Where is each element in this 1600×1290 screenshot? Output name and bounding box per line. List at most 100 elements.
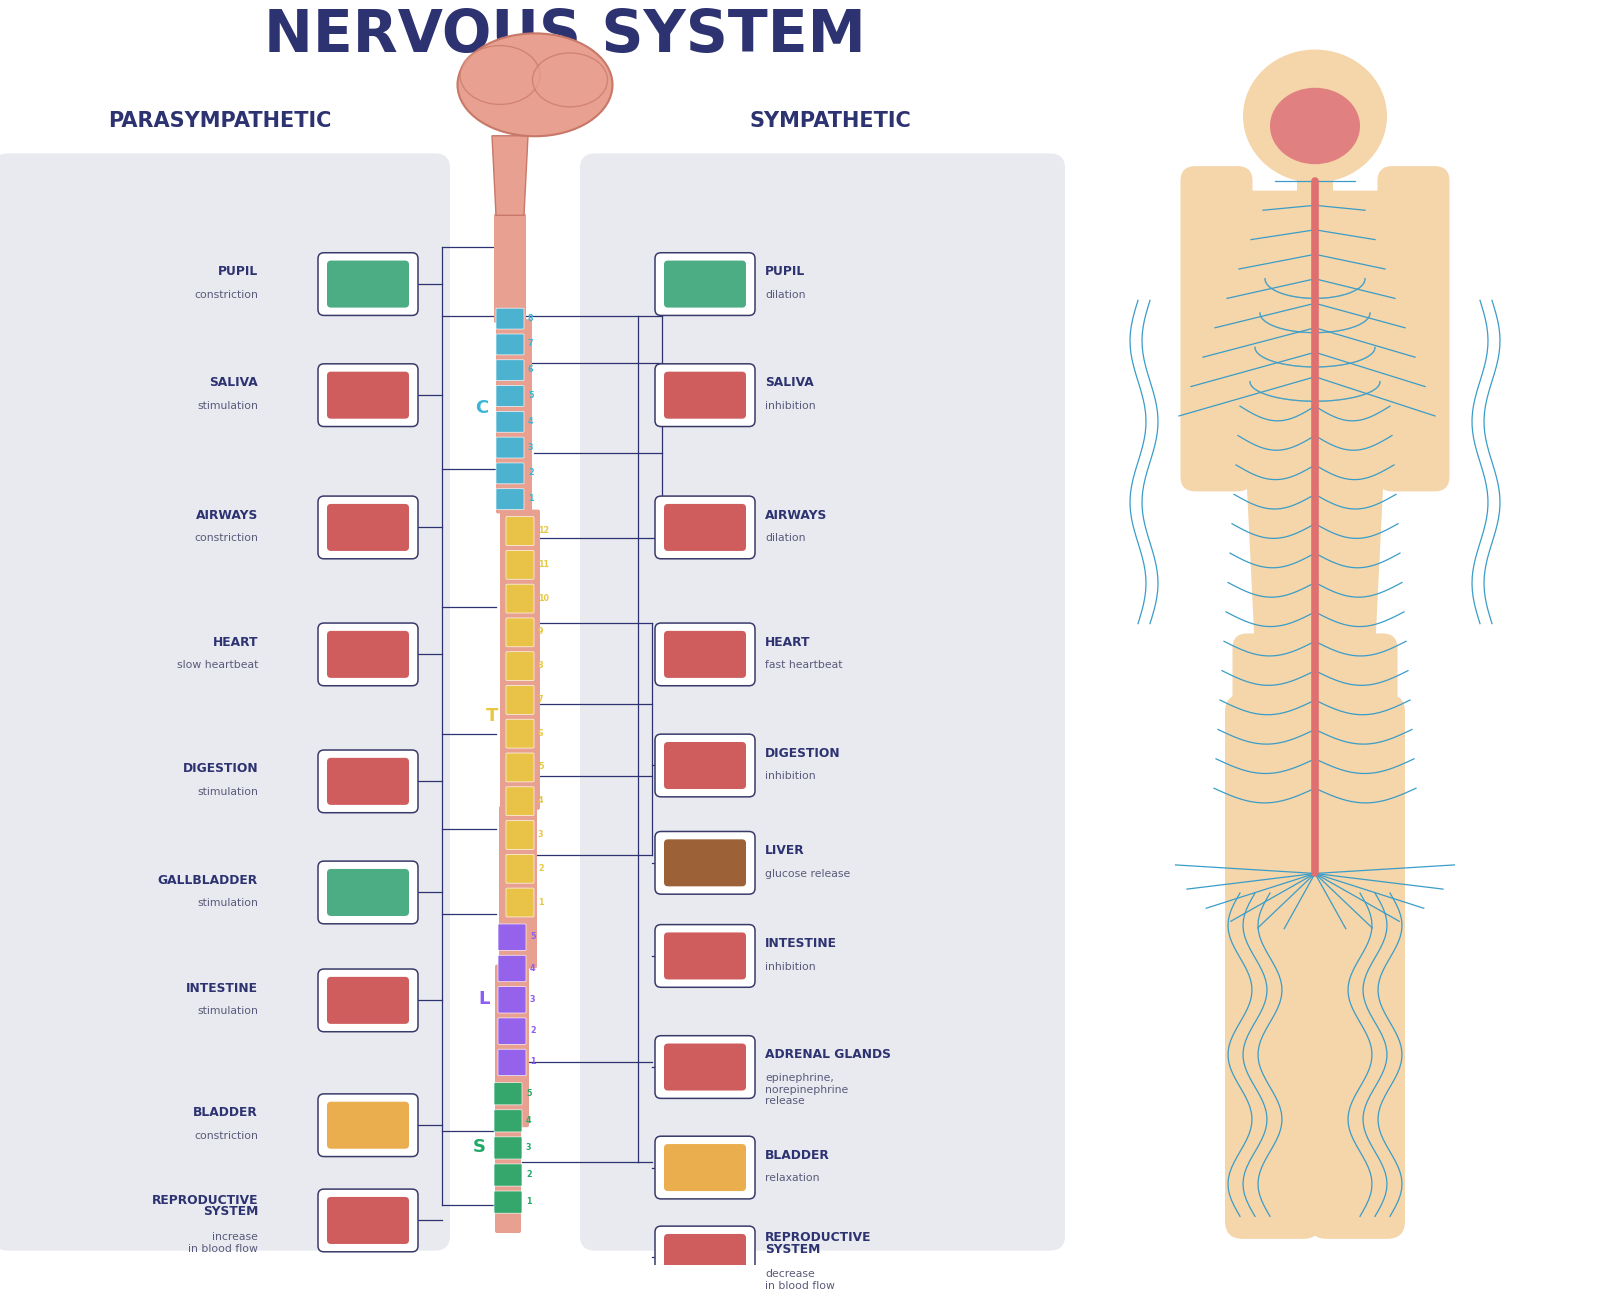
FancyBboxPatch shape <box>496 386 525 406</box>
FancyBboxPatch shape <box>494 1164 522 1186</box>
Text: inhibition: inhibition <box>765 771 816 782</box>
FancyBboxPatch shape <box>1378 166 1450 491</box>
Text: 2: 2 <box>530 1026 536 1035</box>
Text: 6: 6 <box>538 729 544 738</box>
Text: 5: 5 <box>538 762 544 771</box>
FancyBboxPatch shape <box>664 1235 746 1281</box>
Polygon shape <box>493 135 528 215</box>
FancyBboxPatch shape <box>654 253 755 316</box>
Text: SALIVA: SALIVA <box>765 377 814 390</box>
FancyBboxPatch shape <box>654 497 755 559</box>
FancyBboxPatch shape <box>506 584 534 613</box>
Text: 5: 5 <box>526 1089 531 1098</box>
Ellipse shape <box>461 45 541 104</box>
FancyBboxPatch shape <box>506 618 534 646</box>
Text: L: L <box>478 991 490 1009</box>
FancyBboxPatch shape <box>326 869 410 916</box>
Text: DIGESTION: DIGESTION <box>765 747 840 760</box>
Ellipse shape <box>533 53 608 107</box>
FancyBboxPatch shape <box>1232 633 1397 756</box>
Text: 4: 4 <box>528 417 533 426</box>
FancyBboxPatch shape <box>494 1109 522 1131</box>
Text: PARASYMPATHETIC: PARASYMPATHETIC <box>109 111 331 132</box>
Text: fast heartbeat: fast heartbeat <box>765 660 843 671</box>
FancyBboxPatch shape <box>654 734 755 797</box>
Text: DIGESTION: DIGESTION <box>182 762 258 775</box>
FancyBboxPatch shape <box>506 516 534 546</box>
FancyBboxPatch shape <box>664 631 746 679</box>
Text: REPRODUCTIVE: REPRODUCTIVE <box>152 1193 258 1206</box>
FancyBboxPatch shape <box>499 806 538 969</box>
Polygon shape <box>1232 191 1397 653</box>
Text: HEART: HEART <box>213 636 258 649</box>
Text: 11: 11 <box>538 560 549 569</box>
FancyBboxPatch shape <box>494 965 530 1127</box>
Text: NERVOUS SYSTEM: NERVOUS SYSTEM <box>264 8 866 64</box>
Text: 2: 2 <box>526 1170 531 1179</box>
Text: HEART: HEART <box>765 636 811 649</box>
Text: T: T <box>486 707 498 725</box>
Text: 4: 4 <box>538 796 544 805</box>
FancyBboxPatch shape <box>506 651 534 681</box>
FancyBboxPatch shape <box>326 261 410 307</box>
FancyBboxPatch shape <box>498 1049 526 1076</box>
FancyBboxPatch shape <box>664 261 746 307</box>
FancyBboxPatch shape <box>506 820 534 849</box>
FancyBboxPatch shape <box>654 364 755 427</box>
FancyBboxPatch shape <box>654 623 755 686</box>
Text: LIVER: LIVER <box>765 844 805 857</box>
Text: stimulation: stimulation <box>197 1006 258 1017</box>
FancyBboxPatch shape <box>318 1189 418 1251</box>
Text: AIRWAYS: AIRWAYS <box>765 508 827 521</box>
FancyBboxPatch shape <box>326 504 410 551</box>
FancyBboxPatch shape <box>506 753 534 782</box>
FancyBboxPatch shape <box>318 253 418 316</box>
Text: stimulation: stimulation <box>197 401 258 412</box>
Text: 10: 10 <box>538 593 549 602</box>
Text: BLADDER: BLADDER <box>194 1107 258 1120</box>
FancyBboxPatch shape <box>318 969 418 1032</box>
FancyBboxPatch shape <box>579 154 1066 1250</box>
Text: AIRWAYS: AIRWAYS <box>195 508 258 521</box>
Text: INTESTINE: INTESTINE <box>186 982 258 995</box>
FancyBboxPatch shape <box>664 1144 746 1191</box>
FancyBboxPatch shape <box>1309 694 1405 1238</box>
Text: constriction: constriction <box>194 533 258 543</box>
FancyBboxPatch shape <box>506 551 534 579</box>
Text: 3: 3 <box>530 995 536 1004</box>
Text: stimulation: stimulation <box>197 898 258 908</box>
Text: SYSTEM: SYSTEM <box>765 1242 821 1255</box>
FancyBboxPatch shape <box>318 862 418 924</box>
Text: 3: 3 <box>538 829 544 838</box>
FancyBboxPatch shape <box>1181 166 1253 491</box>
Ellipse shape <box>1243 49 1387 183</box>
FancyBboxPatch shape <box>654 1036 755 1098</box>
FancyBboxPatch shape <box>496 463 525 484</box>
FancyBboxPatch shape <box>318 497 418 559</box>
Text: 6: 6 <box>528 365 533 374</box>
Text: REPRODUCTIVE: REPRODUCTIVE <box>765 1231 872 1244</box>
FancyBboxPatch shape <box>326 757 410 805</box>
Text: 3: 3 <box>526 1143 531 1152</box>
Text: PUPIL: PUPIL <box>765 266 805 279</box>
Text: 7: 7 <box>538 695 544 704</box>
Text: SALIVA: SALIVA <box>210 377 258 390</box>
FancyBboxPatch shape <box>664 372 746 419</box>
Text: constriction: constriction <box>194 290 258 301</box>
FancyBboxPatch shape <box>654 832 755 894</box>
Text: 1: 1 <box>538 898 544 907</box>
Text: SYMPATHETIC: SYMPATHETIC <box>749 111 910 132</box>
FancyBboxPatch shape <box>506 888 534 917</box>
FancyBboxPatch shape <box>506 720 534 748</box>
FancyBboxPatch shape <box>496 308 525 329</box>
FancyBboxPatch shape <box>664 933 746 979</box>
FancyBboxPatch shape <box>496 489 525 510</box>
FancyBboxPatch shape <box>654 925 755 987</box>
FancyBboxPatch shape <box>496 437 525 458</box>
Text: INTESTINE: INTESTINE <box>765 937 837 949</box>
Text: 1: 1 <box>526 1197 531 1206</box>
FancyBboxPatch shape <box>498 956 526 982</box>
FancyBboxPatch shape <box>326 1197 410 1244</box>
Text: 12: 12 <box>538 526 549 535</box>
Text: 8: 8 <box>538 662 544 670</box>
